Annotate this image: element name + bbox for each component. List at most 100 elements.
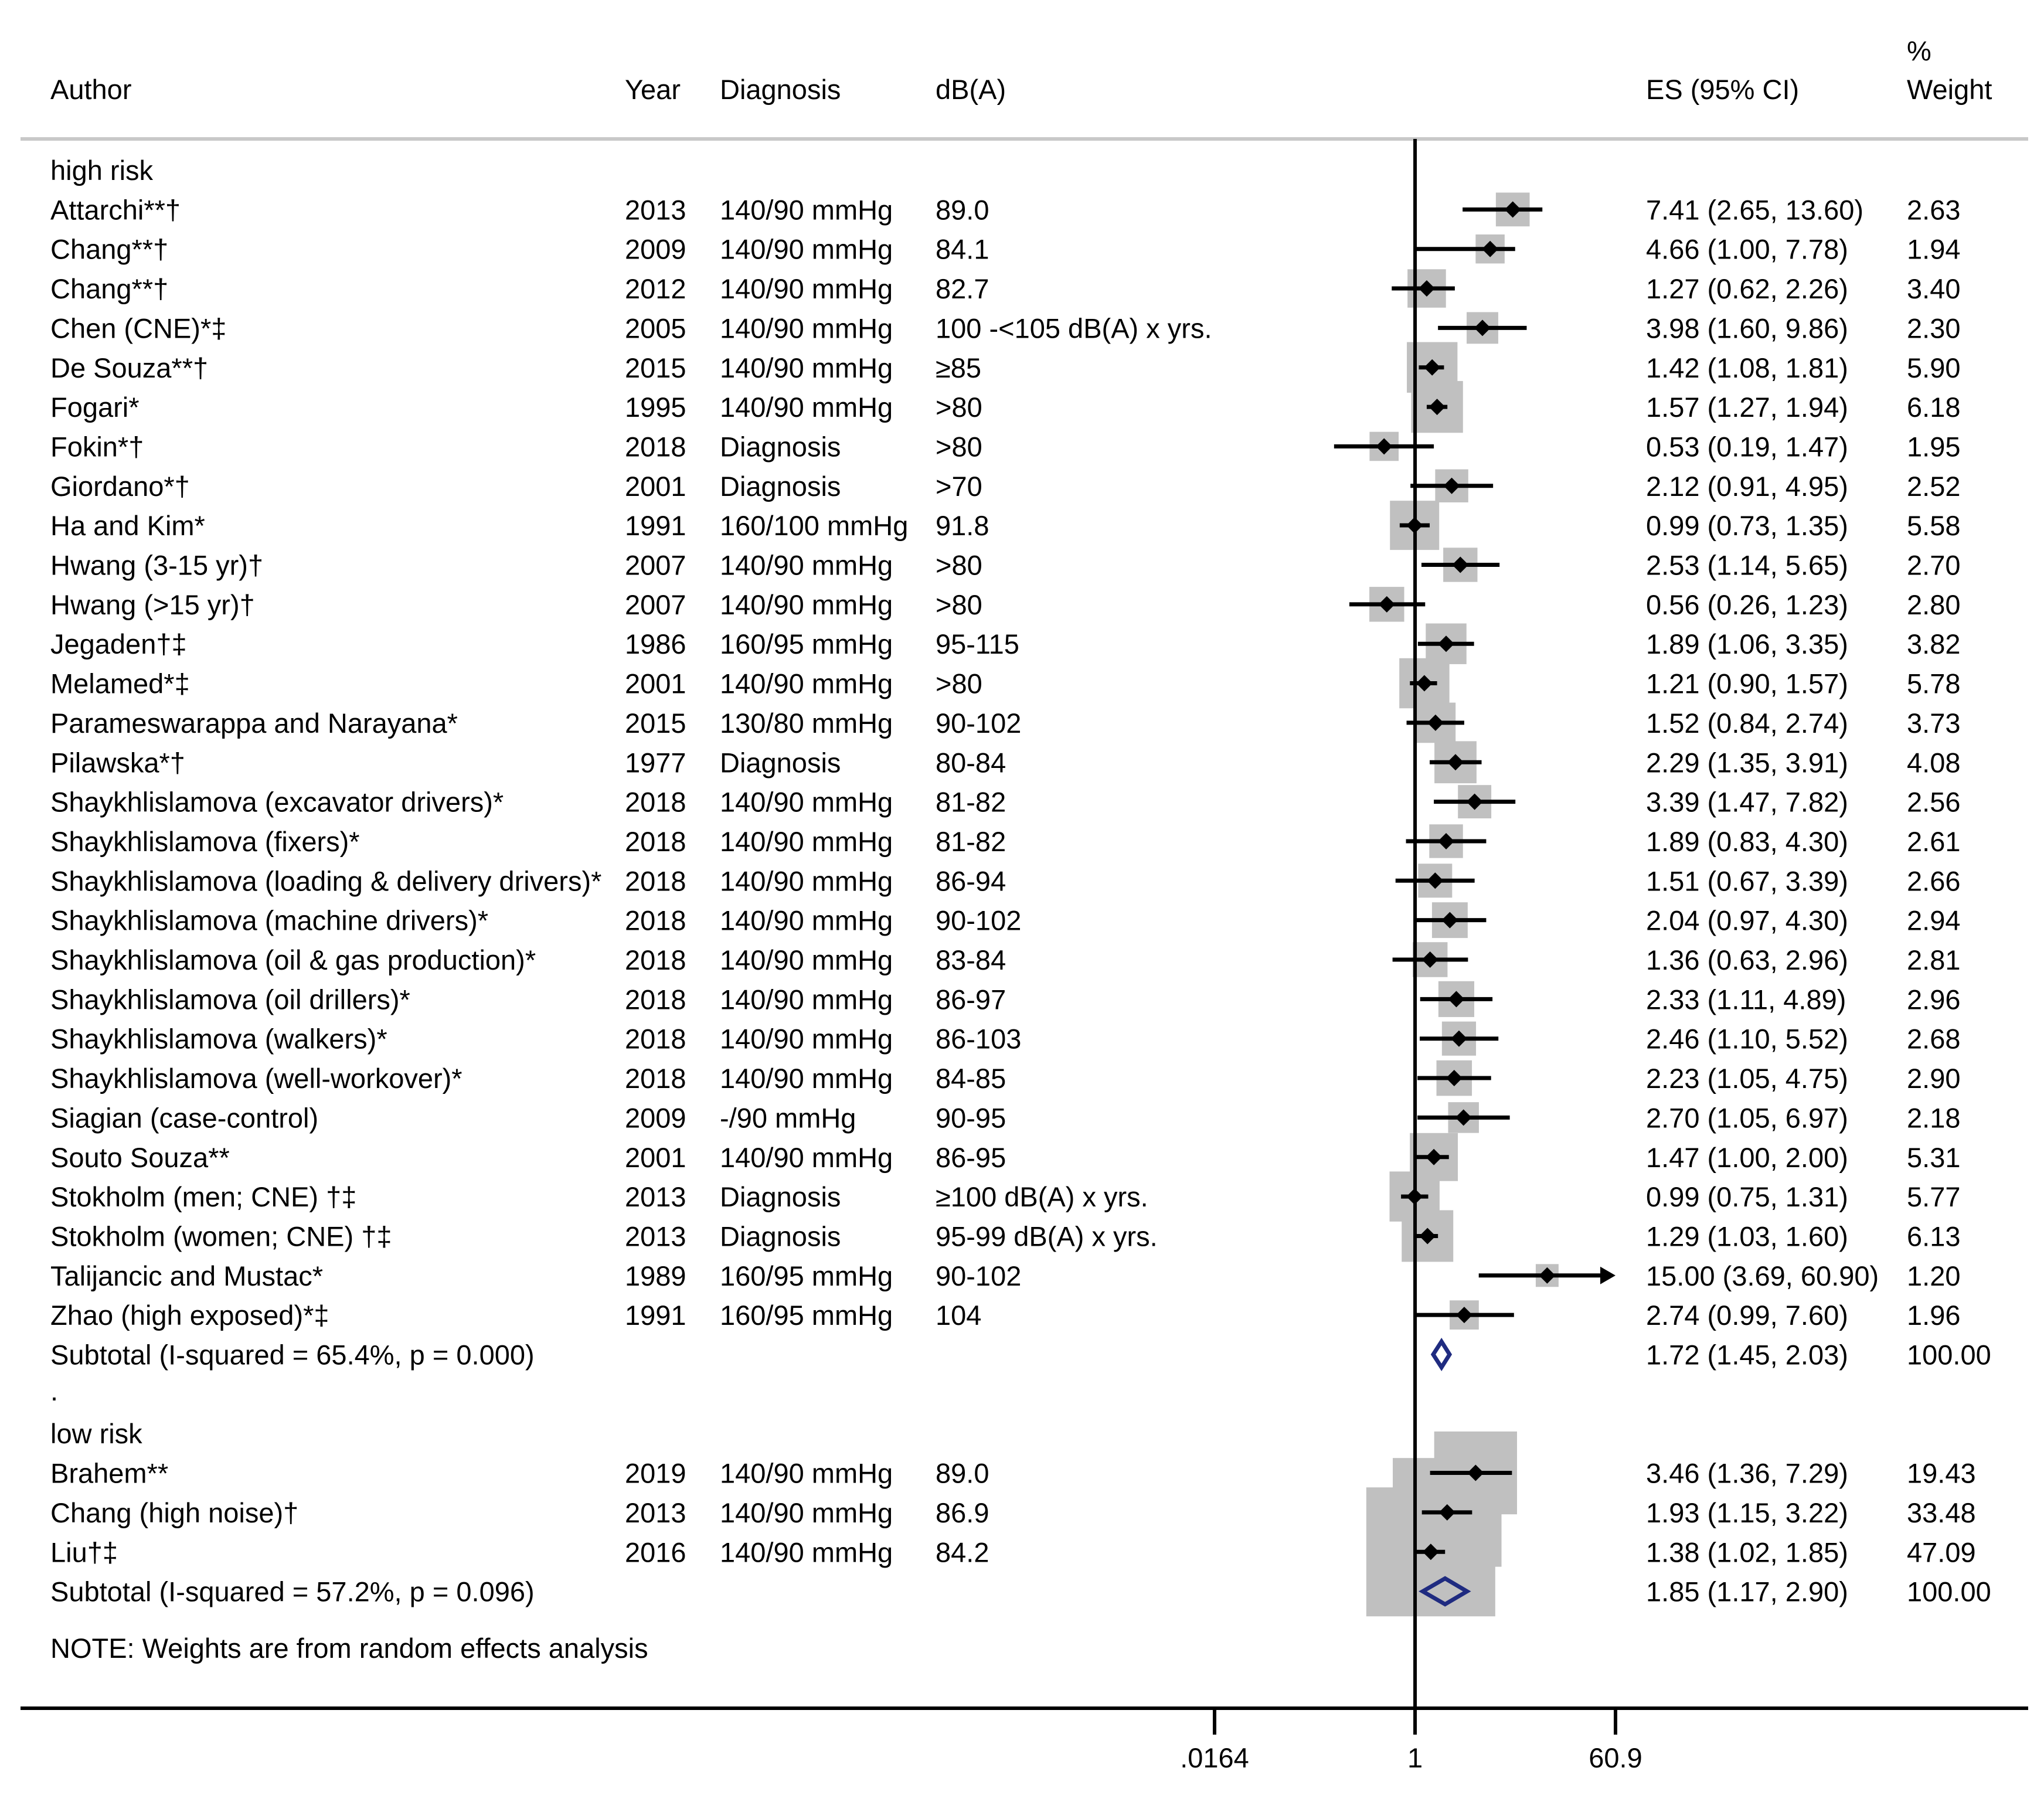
point-estimate [1378,596,1395,613]
point-estimate [1450,1030,1467,1047]
study-db: 81-82 [936,787,1006,818]
study-year: 2015 [625,352,686,383]
study-es-ci: 1.47 (1.00, 2.00) [1646,1142,1848,1173]
point-estimate [1455,1109,1472,1126]
study-author: Ha and Kim* [50,510,205,541]
study-diagnosis: 160/100 mmHg [720,510,908,541]
point-estimate [1422,1544,1439,1561]
study-es-ci: 2.53 (1.14, 5.65) [1646,550,1848,581]
subtotal-diamond [1430,1337,1453,1372]
study-diagnosis: 140/90 mmHg [720,589,893,620]
study-year: 2015 [625,708,686,739]
study-es-ci: 0.99 (0.75, 1.31) [1646,1181,1848,1212]
subtotal-label: Subtotal (I-squared = 57.2%, p = 0.096) [50,1576,535,1607]
point-estimate [1424,359,1441,376]
study-es-ci: 7.41 (2.65, 13.60) [1646,194,1863,225]
study-es-ci: 2.29 (1.35, 3.91) [1646,747,1848,778]
weight-boxes [1366,192,1559,1617]
study-diagnosis: 140/90 mmHg [720,392,893,423]
study-weight: 2.90 [1907,1063,1960,1094]
subtotal-es-ci: 1.72 (1.45, 2.03) [1646,1340,1848,1371]
study-db: ≥100 dB(A) x yrs. [936,1181,1148,1212]
point-estimate [1427,714,1444,731]
study-db: 82.7 [936,273,989,304]
study-db: 86-103 [936,1024,1021,1055]
study-year: 1991 [625,1300,686,1331]
note-text: NOTE: Weights are from random effects an… [50,1633,648,1664]
study-year: 2018 [625,787,686,818]
study-es-ci: 1.93 (1.15, 3.22) [1646,1497,1848,1528]
study-weight: 2.80 [1907,589,1960,620]
study-db: 91.8 [936,510,989,541]
study-db: >80 [936,589,982,620]
study-weight: 6.13 [1907,1221,1960,1252]
study-weight: 6.18 [1907,392,1960,423]
study-weight: 3.40 [1907,273,1960,304]
point-estimate [1448,991,1465,1008]
table-text: high risk Attarchi**† 2013 140/90 mmHg 89.0 7… [50,155,1991,1607]
study-author: Pilawska*† [50,747,185,778]
point-estimate [1427,872,1444,889]
ci-marks [1334,201,1616,1607]
study-author: Siagian (case-control) [50,1102,318,1133]
study-year: 2018 [625,944,686,975]
subtotal-weight: 100.00 [1907,1340,1991,1371]
point-estimate [1438,1504,1455,1521]
study-author: Stokholm (women; CNE) †‡ [50,1221,392,1252]
point-estimate [1426,1148,1443,1165]
study-diagnosis: 140/90 mmHg [720,787,893,818]
study-weight: 47.09 [1907,1536,1976,1568]
study-diagnosis: 140/90 mmHg [720,1458,893,1489]
study-author: Chang**† [50,234,168,265]
study-diagnosis: 130/80 mmHg [720,708,893,739]
point-estimate [1421,951,1438,968]
study-weight: 2.18 [1907,1102,1960,1133]
study-author: Chang (high noise)† [50,1497,298,1528]
study-db: >80 [936,550,982,581]
study-year: 2018 [625,1063,686,1094]
study-author: Parameswarappa and Narayana* [50,708,458,739]
study-weight: 3.82 [1907,628,1960,659]
study-es-ci: 2.46 (1.10, 5.52) [1646,1024,1848,1055]
study-diagnosis: 140/90 mmHg [720,1497,893,1528]
study-weight: 5.58 [1907,510,1960,541]
study-year: 2016 [625,1536,686,1568]
study-diagnosis: 160/95 mmHg [720,1260,893,1291]
study-author: Shaykhlislamova (fixers)* [50,826,360,857]
study-weight: 1.95 [1907,431,1960,462]
study-author: Shaykhlislamova (machine drivers)* [50,905,488,936]
study-db: ≥85 [936,352,981,383]
x-tick-label: 1 [1407,1742,1423,1773]
study-diagnosis: 140/90 mmHg [720,905,893,936]
study-year: 2001 [625,471,686,502]
study-weight: 33.48 [1907,1497,1976,1528]
group-label: low risk [50,1418,142,1449]
header-diagnosis: Diagnosis [720,74,841,105]
study-weight: 2.30 [1907,312,1960,344]
study-diagnosis: 140/90 mmHg [720,865,893,896]
study-es-ci: 4.66 (1.00, 7.78) [1646,234,1848,265]
study-db: 100 -<105 dB(A) x yrs. [936,312,1212,344]
study-diagnosis: 140/90 mmHg [720,194,893,225]
study-es-ci: 1.36 (0.63, 2.96) [1646,944,1848,975]
study-db: 95-115 [936,628,1019,659]
header-db: dB(A) [936,74,1006,105]
study-author: Giordano*† [50,471,190,502]
study-year: 2009 [625,234,686,265]
study-weight: 5.78 [1907,668,1960,699]
point-estimate [1416,675,1433,692]
x-tick-label: .0164 [1180,1742,1249,1773]
study-es-ci: 3.39 (1.47, 7.82) [1646,787,1848,818]
study-db: 90-102 [936,1260,1021,1291]
subtotal-weight: 100.00 [1907,1576,1991,1607]
study-es-ci: 1.52 (0.84, 2.74) [1646,708,1848,739]
study-weight: 1.20 [1907,1260,1960,1291]
point-estimate [1441,912,1458,929]
study-year: 2018 [625,865,686,896]
study-author: Fogari* [50,392,140,423]
study-year: 1991 [625,510,686,541]
study-year: 2013 [625,1497,686,1528]
ci-arrow [1600,1266,1616,1284]
study-author: Shaykhlislamova (oil drillers)* [50,984,410,1015]
study-db: 83-84 [936,944,1006,975]
